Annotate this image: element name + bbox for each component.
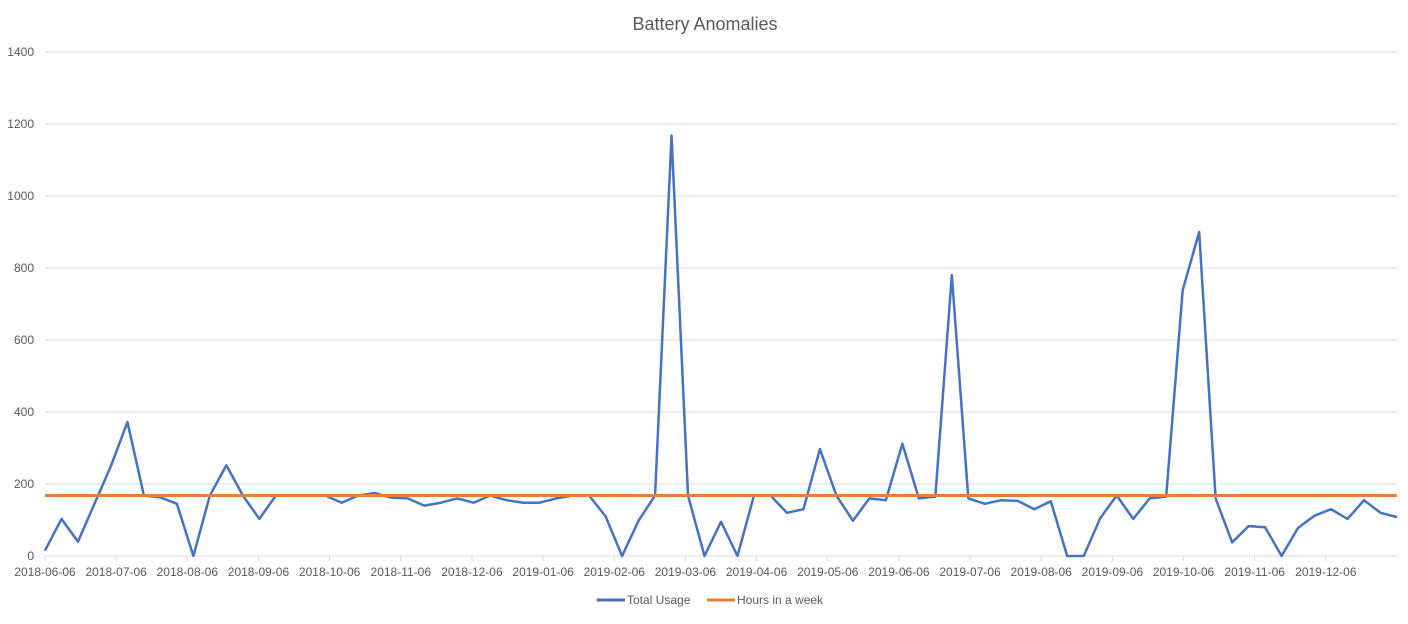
y-tick-label: 1200	[7, 117, 34, 131]
legend-label: Hours in a week	[737, 593, 824, 607]
x-tick-label: 2019-09-06	[1082, 565, 1144, 579]
y-tick-label: 1400	[7, 45, 34, 59]
x-tick-label: 2018-10-06	[299, 565, 361, 579]
x-tick-label: 2019-07-06	[939, 565, 1001, 579]
y-tick-label: 1000	[7, 189, 34, 203]
x-axis-ticks: 2018-06-06 2018-07-06 2018-08-06 2018-09-06…	[14, 556, 1357, 579]
series-lines	[43, 134, 1398, 558]
x-tick-label: 2019-12-06	[1295, 565, 1357, 579]
legend: Total Usage Hours in a week	[597, 593, 824, 607]
x-tick-label: 2018-12-06	[441, 565, 503, 579]
x-tick-label: 2019-01-06	[512, 565, 574, 579]
x-tick-label: 2019-08-06	[1011, 565, 1073, 579]
x-tick-label: 2019-11-06	[1224, 565, 1285, 579]
y-tick-label: 400	[14, 405, 34, 419]
legend-label: Total Usage	[627, 593, 691, 607]
gridlines	[45, 51, 1397, 557]
x-tick-label: 2019-05-06	[797, 565, 859, 579]
x-tick-label: 2018-08-06	[157, 565, 219, 579]
x-tick-label: 2019-10-06	[1153, 565, 1215, 579]
x-tick-label: 2019-03-06	[655, 565, 717, 579]
x-tick-label: 2019-02-06	[584, 565, 646, 579]
y-tick-label: 800	[14, 261, 34, 275]
y-axis-ticks: 0 200 400 600 800 1000 1200 1400	[7, 45, 34, 563]
x-tick-label: 2019-04-06	[726, 565, 788, 579]
chart-title: Battery Anomalies	[632, 14, 777, 34]
y-tick-label: 200	[14, 477, 34, 491]
x-tick-label: 2018-09-06	[228, 565, 290, 579]
x-tick-label: 2019-06-06	[868, 565, 930, 579]
series-line-total-usage	[43, 134, 1398, 558]
y-tick-label: 0	[27, 549, 34, 563]
x-tick-label: 2018-07-06	[85, 565, 147, 579]
y-tick-label: 600	[14, 333, 34, 347]
x-tick-label: 2018-11-06	[371, 565, 432, 579]
x-tick-label: 2018-06-06	[14, 565, 76, 579]
